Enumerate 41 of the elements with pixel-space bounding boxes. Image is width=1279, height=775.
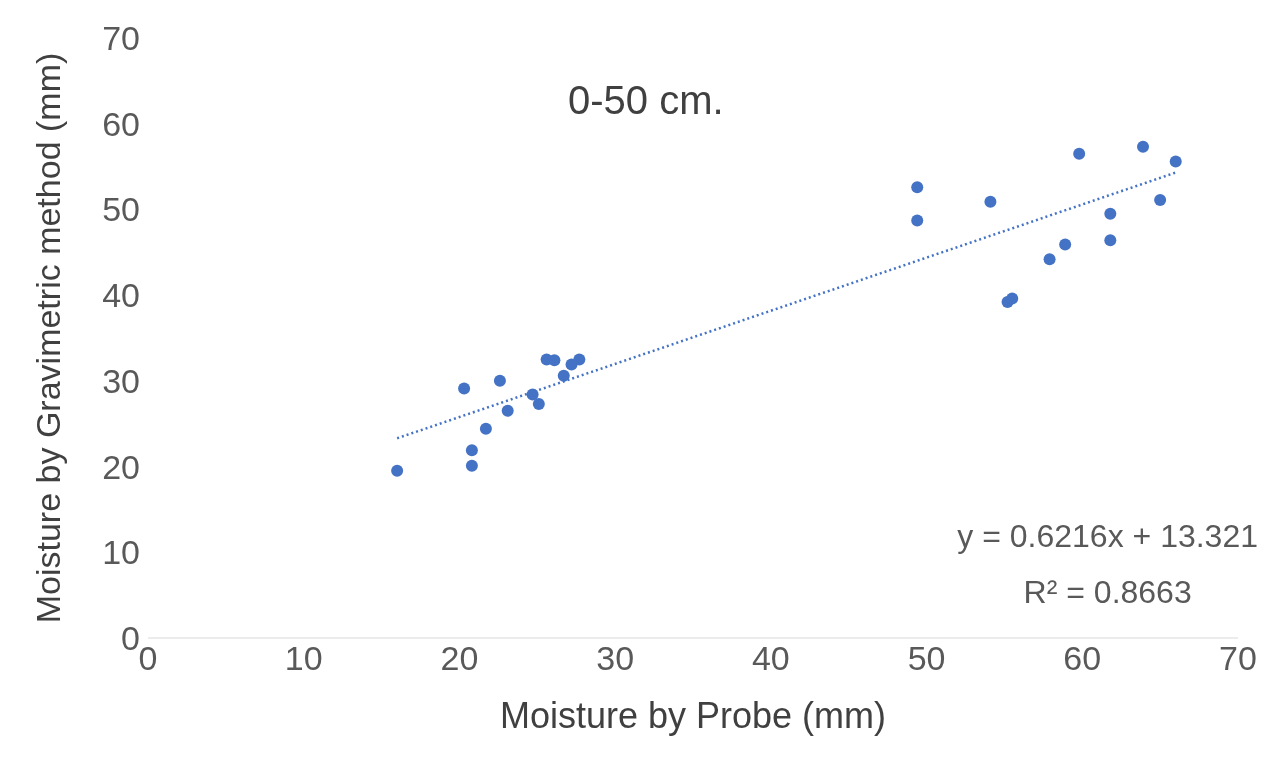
point	[1006, 292, 1019, 305]
text: 0-50 cm.	[568, 78, 724, 123]
point	[465, 444, 478, 457]
point	[479, 422, 492, 435]
point	[465, 459, 478, 472]
point	[1059, 238, 1072, 251]
point	[1169, 155, 1182, 168]
point	[501, 404, 514, 417]
x-tick-label: 70	[1219, 639, 1257, 678]
x-tick-label: 60	[1063, 639, 1102, 678]
point	[984, 195, 997, 208]
x-tick-label: 20	[440, 639, 479, 678]
x-tick-label: 10	[284, 639, 323, 678]
point	[493, 374, 506, 387]
annotation: R² = 0.8663	[1022, 573, 1193, 612]
annotation: y = 0.6216x + 13.321	[957, 517, 1258, 556]
point	[573, 353, 586, 366]
point	[1104, 207, 1117, 220]
point	[1137, 140, 1150, 153]
point	[458, 382, 471, 395]
point	[1154, 194, 1167, 206]
y-tick-label: 10	[102, 533, 140, 572]
point	[1043, 253, 1056, 266]
point	[557, 369, 570, 382]
y-tick-label: 50	[102, 190, 140, 229]
y-tick-label: 70	[102, 19, 140, 58]
point	[1073, 147, 1086, 160]
x-tick-label: 40	[751, 639, 790, 678]
point	[532, 398, 545, 410]
point	[911, 214, 924, 227]
x-tick-label: 30	[596, 639, 635, 678]
point	[391, 464, 404, 477]
y-tick-label: 30	[102, 361, 140, 400]
y-tick-label: 40	[102, 276, 140, 315]
y-tick-label: 60	[102, 104, 140, 143]
point	[911, 181, 924, 194]
x-tick-label: 50	[907, 639, 946, 678]
y-tick-label: 20	[102, 447, 140, 486]
y-axis-title: Moisture by Gravimetric method (mm)	[29, 52, 68, 624]
x-axis-title: Moisture by Probe (mm)	[499, 695, 887, 736]
point	[1104, 234, 1117, 247]
